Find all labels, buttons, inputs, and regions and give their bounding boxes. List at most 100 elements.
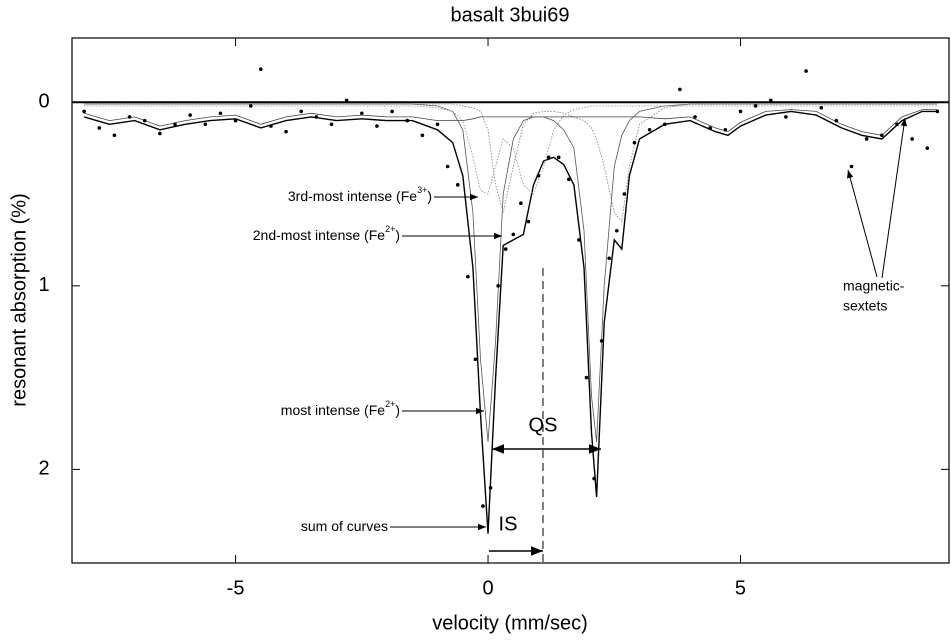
data-point (481, 504, 485, 508)
x-tick-label: 5 (735, 577, 746, 599)
annotation-text: 2nd-most intense (Fe (253, 227, 385, 243)
data-point (299, 109, 304, 114)
annotation-arrow (847, 169, 878, 278)
data-point (607, 256, 612, 261)
data-point (546, 155, 551, 160)
annotation: 2nd-most intense (Fe2+) (253, 224, 400, 242)
data-point (584, 375, 589, 380)
sextets-label: magnetic- (843, 278, 905, 294)
annotation-arrow (881, 117, 908, 279)
data-point (910, 137, 914, 141)
data-point (488, 485, 493, 490)
data-point (804, 69, 808, 73)
data-point (503, 247, 508, 251)
annotation-text: most intense (Fe (281, 402, 385, 418)
data-point (445, 164, 450, 169)
data-point (435, 122, 440, 127)
data-point (173, 122, 177, 127)
data-point (738, 109, 743, 114)
data-point (819, 105, 824, 110)
data-point (834, 118, 839, 123)
annotation-text: ) (395, 227, 400, 243)
data-point (233, 118, 238, 123)
data-point (473, 357, 478, 362)
annotation-text: 3rd-most intense (Fe (288, 188, 417, 204)
data-point (284, 129, 288, 134)
data-point (577, 238, 581, 242)
data-point (880, 133, 884, 138)
data-point (592, 476, 596, 481)
data-point (662, 122, 667, 127)
x-tick-label: -5 (227, 577, 245, 599)
x-axis-label: velocity (mm/sec) (432, 612, 588, 634)
data-point (218, 111, 223, 116)
annotation: sum of curves (301, 518, 388, 534)
sextets-label: sextets (843, 298, 887, 314)
curve (83, 109, 938, 136)
data-point (375, 124, 379, 128)
data-point (344, 98, 349, 103)
annotation: 3rd-most intense (Fe3+) (288, 185, 432, 203)
data-point (360, 111, 364, 116)
data-point (188, 113, 192, 117)
plot-frame (71, 37, 950, 564)
annotation-text: ) (395, 402, 400, 418)
y-axis-label: resonant absorption (%) (8, 193, 30, 406)
data-point (567, 177, 571, 182)
data-point (203, 122, 208, 127)
data-point (536, 173, 541, 178)
curve (83, 110, 938, 534)
annotation-text: sum of curves (301, 518, 388, 534)
is-label: IS (499, 513, 518, 535)
y-tick-label: 2 (38, 458, 49, 480)
curve (84, 103, 938, 442)
data-point (420, 133, 425, 138)
data-point (864, 137, 869, 141)
data-point (97, 126, 102, 130)
data-point (158, 131, 162, 136)
data-point (112, 133, 117, 138)
data-point (895, 122, 899, 127)
data-point (622, 192, 627, 196)
annotation-sup: 3+ (417, 185, 427, 195)
data-point (466, 274, 470, 279)
annotation-text: ) (427, 188, 432, 204)
data-point (329, 122, 334, 127)
data-point (405, 118, 410, 123)
curve (84, 103, 938, 223)
qs-label: QS (529, 414, 558, 436)
data-point (768, 98, 773, 103)
data-point (511, 232, 516, 237)
data-point (599, 339, 604, 343)
x-tick-label: 0 (482, 577, 493, 599)
data-point (935, 109, 940, 114)
annotation: most intense (Fe2+) (281, 399, 400, 417)
data-point (82, 109, 86, 114)
data-point (519, 201, 523, 206)
data-point (693, 115, 697, 119)
curve (84, 105, 938, 195)
data-point (614, 228, 619, 233)
data-point (390, 109, 394, 114)
data-point (678, 87, 682, 92)
chart-title: basalt 3bui69 (451, 4, 570, 26)
data-point (314, 115, 319, 119)
annotation-sup: 2+ (385, 224, 395, 234)
data-point (127, 115, 132, 119)
annotation-sup: 2+ (385, 399, 395, 409)
data-point (496, 284, 500, 288)
data-point (723, 127, 728, 132)
data-point (455, 183, 460, 187)
data-point (142, 118, 147, 123)
data-point (708, 126, 712, 130)
y-tick-label: 1 (38, 274, 49, 296)
data-point (647, 127, 652, 132)
data-point (753, 104, 758, 108)
data-point (784, 115, 788, 119)
data-point (925, 146, 930, 150)
data-point (632, 140, 637, 145)
data-point (269, 124, 273, 128)
data-point (259, 67, 263, 72)
data-point (849, 164, 854, 169)
